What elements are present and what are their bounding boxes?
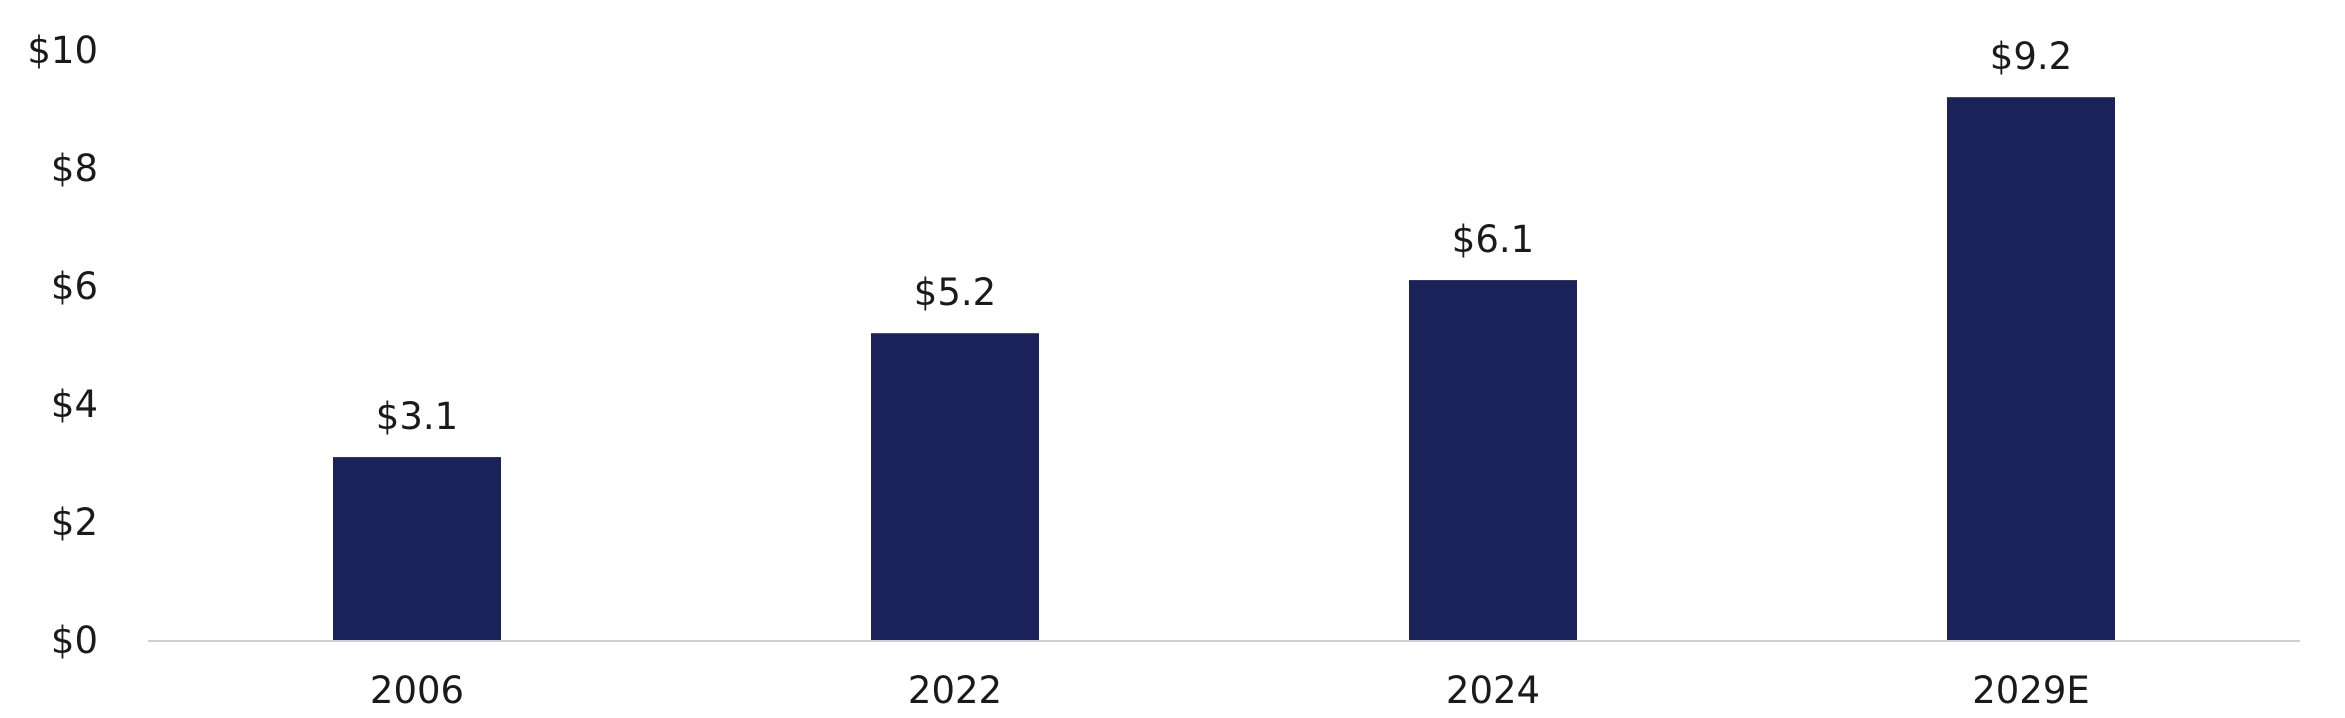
data-label: $5.2 (914, 271, 996, 314)
data-label: $3.1 (376, 395, 458, 438)
data-label: $9.2 (1990, 35, 2072, 78)
bar (1947, 97, 2115, 640)
bar-series (333, 97, 2115, 640)
y-tick-label: $8 (51, 147, 98, 190)
y-tick-label: $4 (51, 383, 98, 426)
data-labels: $3.1 $5.2 $6.1 $9.2 (376, 35, 2072, 438)
y-tick-label: $2 (51, 501, 98, 544)
data-label: $6.1 (1452, 218, 1534, 261)
y-tick-label: $0 (51, 619, 98, 662)
x-tick-label: 2029E (1972, 669, 2090, 712)
x-tick-label: 2024 (1446, 669, 1540, 712)
y-axis: $0 $2 $4 $6 $8 $10 (27, 29, 98, 662)
y-tick-label: $10 (27, 29, 98, 72)
x-tick-label: 2022 (908, 669, 1002, 712)
bar (333, 457, 501, 640)
bar (871, 333, 1039, 640)
y-tick-label: $6 (51, 265, 98, 308)
x-tick-label: 2006 (370, 669, 464, 712)
bar (1409, 280, 1577, 640)
x-axis: 2006 2022 2024 2029E (370, 669, 2090, 712)
